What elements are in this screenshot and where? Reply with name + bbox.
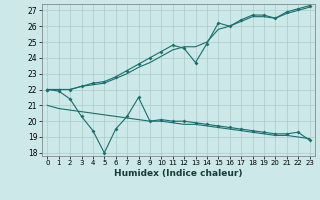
X-axis label: Humidex (Indice chaleur): Humidex (Indice chaleur) <box>114 169 243 178</box>
